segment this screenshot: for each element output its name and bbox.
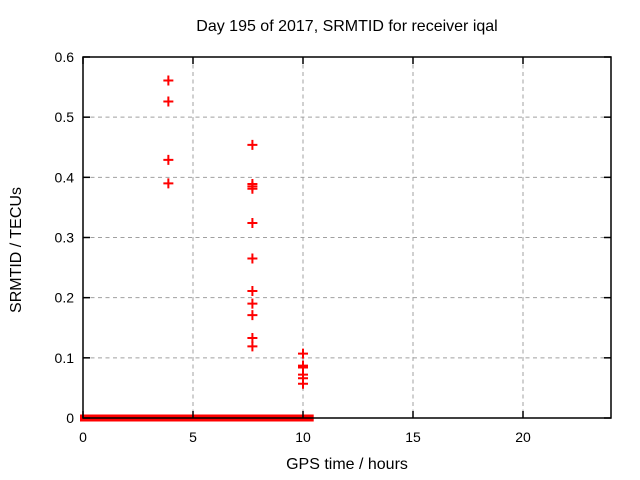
x-axis-label: GPS time / hours	[286, 456, 408, 473]
data-point	[163, 178, 174, 189]
data-point	[298, 378, 308, 389]
chart-title: Day 195 of 2017, SRMTID for receiver iqa…	[196, 18, 498, 35]
y-tick-label: 0.5	[55, 109, 75, 125]
y-tick-label: 0	[66, 410, 74, 426]
data-point	[298, 348, 308, 359]
data-point	[247, 310, 258, 321]
y-tick-label: 0.2	[55, 290, 75, 306]
data-point	[247, 253, 258, 264]
x-tick-label: 20	[515, 429, 531, 445]
data-point	[247, 139, 258, 150]
x-tick-label: 5	[189, 429, 197, 445]
x-tick-label: 15	[405, 429, 421, 445]
x-tick-label: 0	[79, 429, 87, 445]
y-tick-label: 0.6	[55, 49, 75, 65]
data-point	[247, 298, 258, 309]
x-tick-label: 10	[295, 429, 311, 445]
data-point	[163, 96, 174, 107]
data-point	[247, 341, 258, 352]
data-point	[247, 286, 258, 297]
data-point	[163, 75, 174, 86]
data-point	[247, 332, 258, 343]
y-tick-label: 0.3	[55, 230, 75, 246]
data-point	[247, 183, 258, 194]
y-tick-label: 0.1	[55, 350, 75, 366]
data-point	[247, 218, 258, 229]
y-tick-label: 0.4	[55, 169, 75, 185]
data-point	[163, 154, 174, 165]
